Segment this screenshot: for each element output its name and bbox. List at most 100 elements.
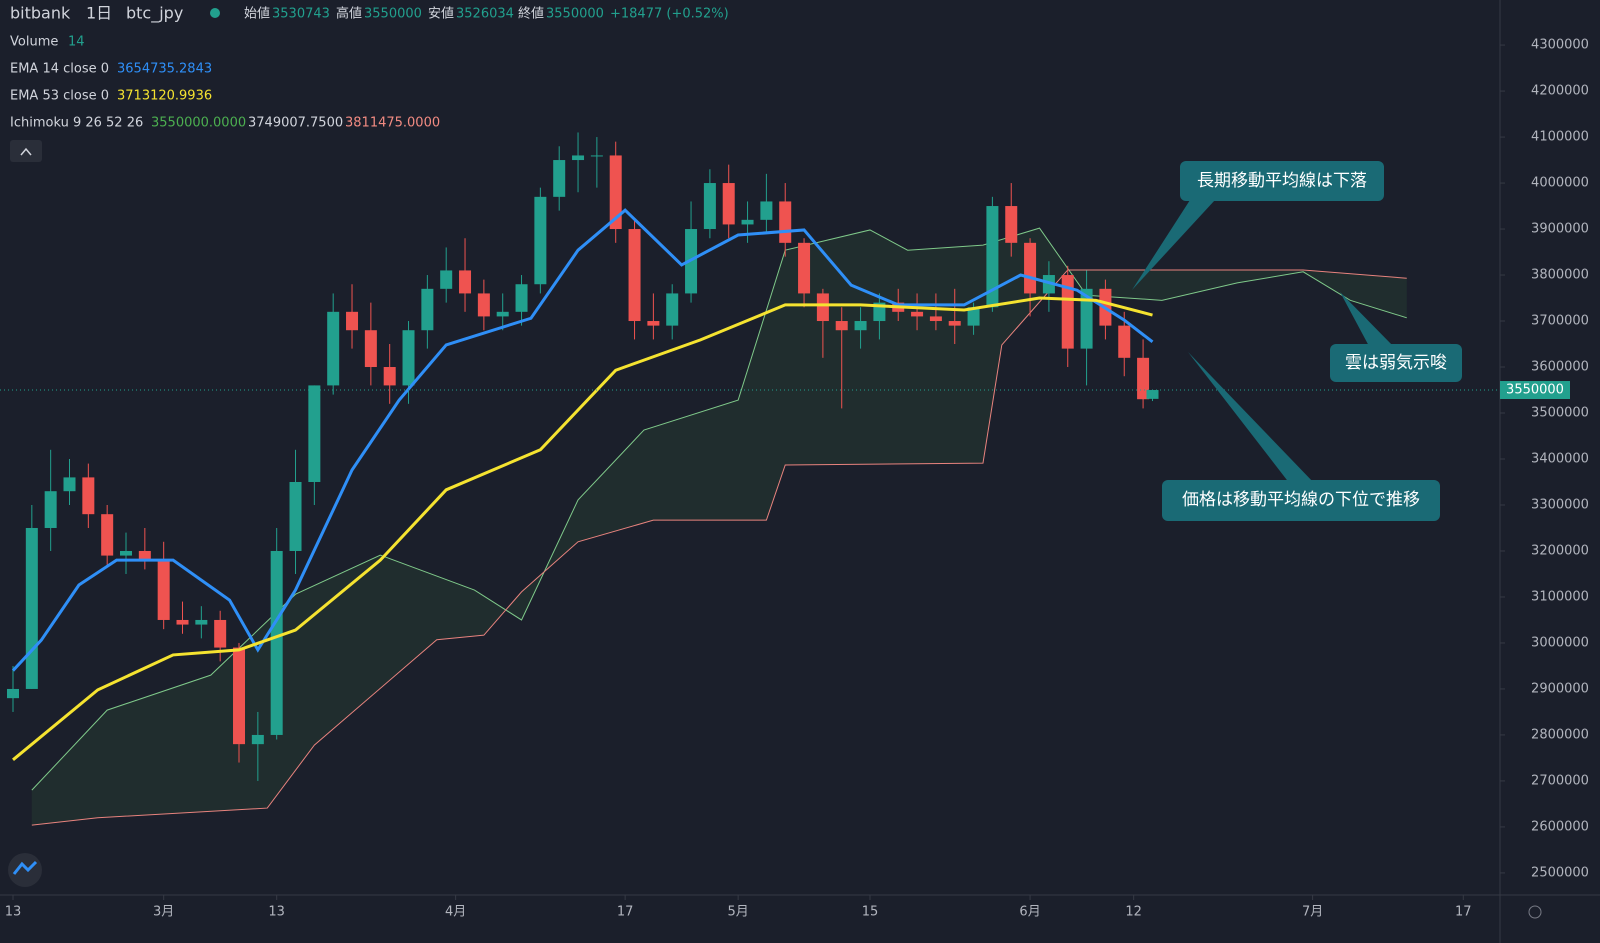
- candle-body: [251, 734, 264, 745]
- candle-body: [176, 619, 189, 625]
- candle-body: [929, 316, 942, 322]
- callout-pointer: [1340, 292, 1395, 348]
- y-tick-label: 2700000: [1531, 773, 1589, 788]
- candle-body: [986, 206, 999, 308]
- candle-body: [703, 183, 716, 230]
- annotations: 長期移動平均線は下落 雲は弱気示唆 価格は移動平均線の下位で推移: [1132, 161, 1462, 521]
- candle-body: [1080, 288, 1093, 349]
- y-tick-label: 4200000: [1531, 84, 1589, 99]
- y-tick-label: 2600000: [1531, 819, 1589, 834]
- x-tick-label: 15: [862, 905, 879, 920]
- legend-value: 14: [68, 35, 85, 50]
- callout-text: 長期移動平均線は下落: [1197, 171, 1367, 191]
- legend-value: 3749007.7500: [248, 116, 343, 131]
- line: [12, 296, 1153, 761]
- candle-body: [101, 514, 114, 556]
- x-tick-label: 12: [1125, 905, 1142, 920]
- candle-body: [741, 219, 754, 225]
- candle-body: [214, 619, 227, 648]
- y-tick-label: 3700000: [1531, 314, 1589, 329]
- candle-body: [1005, 206, 1018, 243]
- low-label: 安値: [428, 6, 454, 22]
- candle-body: [233, 647, 246, 745]
- high-value: 3550000: [364, 7, 422, 22]
- candle-body: [270, 550, 283, 735]
- y-tick-label: 3300000: [1531, 497, 1589, 512]
- candle-body: [609, 155, 622, 230]
- callout-pointer: [1188, 352, 1315, 484]
- candle-body: [157, 560, 170, 620]
- legend-value: 3550000.0000: [151, 116, 246, 131]
- x-tick-label: 6月: [1019, 905, 1040, 920]
- legend-label: EMA 14 close 0: [10, 62, 109, 77]
- candle-body: [722, 183, 735, 225]
- candle-body: [835, 321, 848, 331]
- candle-body: [496, 311, 509, 317]
- candle-body: [1061, 275, 1074, 349]
- y-tick-label: 3000000: [1531, 635, 1589, 650]
- x-tick-label: 17: [617, 905, 634, 920]
- y-tick-label: 3500000: [1531, 406, 1589, 421]
- change: +18477 (+0.52%): [610, 7, 729, 22]
- x-tick-label: 3月: [153, 905, 174, 920]
- candle-body: [553, 160, 566, 197]
- candle-body: [948, 321, 961, 326]
- interval: 1日: [86, 4, 112, 23]
- legend-value: 3811475.0000: [345, 116, 440, 131]
- logo[interactable]: [8, 853, 42, 887]
- close-label: 終値: [518, 6, 544, 22]
- x-tick-label: 13: [268, 905, 285, 920]
- candle-body: [44, 491, 57, 528]
- x-tick-label: 13: [5, 905, 22, 920]
- legend-label: EMA 53 close 0: [10, 89, 109, 104]
- open-label: 始値: [244, 6, 270, 22]
- y-tick-label: 3200000: [1531, 543, 1589, 558]
- y-tick-label: 4100000: [1531, 130, 1589, 145]
- candle-body: [590, 155, 603, 157]
- x-tick-label: 5月: [727, 905, 748, 920]
- candle-body: [25, 527, 38, 689]
- symbol: btc_jpy: [126, 4, 183, 24]
- candle-body: [327, 311, 340, 386]
- candle-body: [760, 201, 773, 220]
- callout-pointer: [1132, 200, 1215, 290]
- candle-body: [628, 229, 641, 322]
- candle-body: [1146, 390, 1159, 399]
- legend-value: 3713120.9936: [117, 89, 212, 104]
- candle-body: [120, 550, 133, 556]
- legend-label: Volume: [10, 35, 58, 50]
- candle-body: [421, 288, 434, 331]
- candle-body: [308, 385, 321, 482]
- y-tick-label: 4000000: [1531, 176, 1589, 191]
- candle-body: [383, 367, 396, 386]
- x-tick-label: 17: [1455, 905, 1472, 920]
- y-tick-label: 3800000: [1531, 268, 1589, 283]
- open-value: 3530743: [272, 7, 330, 22]
- candle-body: [1024, 242, 1037, 294]
- candle-body: [138, 550, 151, 561]
- y-tick-label: 2800000: [1531, 727, 1589, 742]
- logo-mark: [12, 860, 38, 875]
- candle-body: [779, 201, 792, 243]
- candle-body: [63, 477, 76, 492]
- candle-body: [440, 270, 453, 289]
- exchange: bitbank: [10, 4, 71, 23]
- candle-body: [477, 293, 490, 317]
- candle-body: [364, 330, 377, 368]
- callout: [1180, 161, 1384, 201]
- high-label: 高値: [336, 6, 362, 22]
- callout: [1330, 344, 1462, 382]
- low-value: 3526034: [456, 7, 514, 22]
- candle-body: [967, 307, 980, 326]
- candle-body: [572, 155, 585, 161]
- settings-icon[interactable]: [1528, 905, 1542, 919]
- x-tick-label: 4月: [445, 905, 466, 920]
- callout-text: 雲は弱気示唆: [1345, 353, 1447, 373]
- candle-body: [666, 293, 679, 326]
- y-tick-label: 3400000: [1531, 451, 1589, 466]
- collapse-icon: [20, 147, 32, 156]
- y-tick-label: 3600000: [1531, 360, 1589, 375]
- collapse-button[interactable]: [10, 140, 42, 162]
- status-dot: [210, 8, 220, 18]
